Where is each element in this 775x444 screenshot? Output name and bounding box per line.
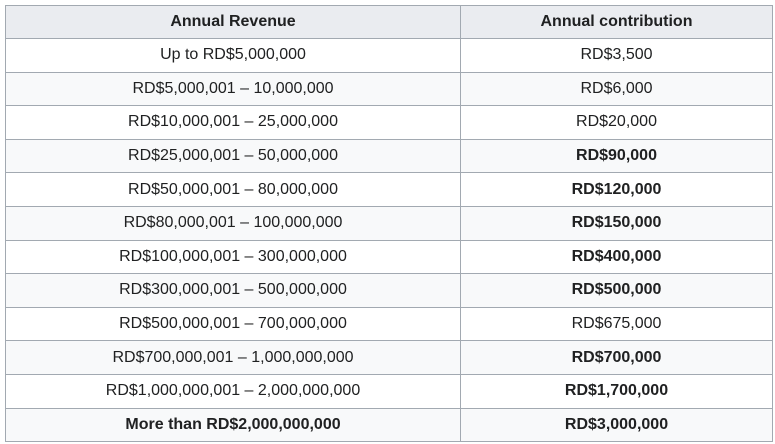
table-header-row: Annual Revenue Annual contribution xyxy=(5,5,773,39)
revenue-cell: RD$700,000,001 – 1,000,000,000 xyxy=(5,340,461,375)
revenue-cell: More than RD$2,000,000,000 xyxy=(5,407,461,443)
contribution-cell: RD$3,500 xyxy=(460,38,773,73)
table-row: More than RD$2,000,000,000 RD$3,000,000 xyxy=(5,407,773,443)
revenue-cell: RD$25,000,001 – 50,000,000 xyxy=(5,138,461,174)
revenue-cell: RD$80,000,001 – 100,000,000 xyxy=(5,205,461,241)
table-body: Up to RD$5,000,000 RD$3,500 RD$5,000,001 –… xyxy=(5,38,773,443)
table-row: Up to RD$5,000,000 RD$3,500 xyxy=(5,38,773,73)
revenue-cell: RD$50,000,001 – 80,000,000 xyxy=(5,172,461,207)
table-row: RD$300,000,001 – 500,000,000 RD$500,000 xyxy=(5,273,773,308)
contribution-cell: RD$150,000 xyxy=(460,205,773,241)
contribution-cell: RD$500,000 xyxy=(460,273,773,308)
contribution-cell: RD$20,000 xyxy=(460,105,773,140)
revenue-cell: RD$10,000,001 – 25,000,000 xyxy=(5,105,461,140)
contribution-cell: RD$6,000 xyxy=(460,71,773,107)
contribution-cell: RD$120,000 xyxy=(460,172,773,207)
table-row: RD$700,000,001 – 1,000,000,000 RD$700,000 xyxy=(5,340,773,375)
contribution-cell: RD$1,700,000 xyxy=(460,373,773,409)
table-row: RD$25,000,001 – 50,000,000 RD$90,000 xyxy=(5,138,773,174)
revenue-cell: RD$300,000,001 – 500,000,000 xyxy=(5,273,461,308)
contribution-cell: RD$400,000 xyxy=(460,239,773,275)
contribution-table-container: Annual Revenue Annual contribution Up to… xyxy=(5,5,773,443)
contribution-cell: RD$675,000 xyxy=(460,306,773,342)
header-annual-contribution: Annual contribution xyxy=(460,5,773,39)
table-row: RD$1,000,000,001 – 2,000,000,000 RD$1,700… xyxy=(5,373,773,409)
revenue-cell: Up to RD$5,000,000 xyxy=(5,38,461,73)
contribution-table: Annual Revenue Annual contribution Up to… xyxy=(5,5,773,443)
table-row: RD$5,000,001 – 10,000,000 RD$6,000 xyxy=(5,71,773,107)
table-row: RD$50,000,001 – 80,000,000 RD$120,000 xyxy=(5,172,773,207)
contribution-cell: RD$3,000,000 xyxy=(460,407,773,443)
contribution-cell: RD$700,000 xyxy=(460,340,773,375)
table-row: RD$80,000,001 – 100,000,000 RD$150,000 xyxy=(5,205,773,241)
contribution-cell: RD$90,000 xyxy=(460,138,773,174)
revenue-cell: RD$1,000,000,001 – 2,000,000,000 xyxy=(5,373,461,409)
table-row: RD$100,000,001 – 300,000,000 RD$400,000 xyxy=(5,239,773,275)
table-row: RD$500,000,001 – 700,000,000 RD$675,000 xyxy=(5,306,773,342)
revenue-cell: RD$500,000,001 – 700,000,000 xyxy=(5,306,461,342)
revenue-cell: RD$100,000,001 – 300,000,000 xyxy=(5,239,461,275)
table-row: RD$10,000,001 – 25,000,000 RD$20,000 xyxy=(5,105,773,140)
revenue-cell: RD$5,000,001 – 10,000,000 xyxy=(5,71,461,107)
header-annual-revenue: Annual Revenue xyxy=(5,5,461,39)
